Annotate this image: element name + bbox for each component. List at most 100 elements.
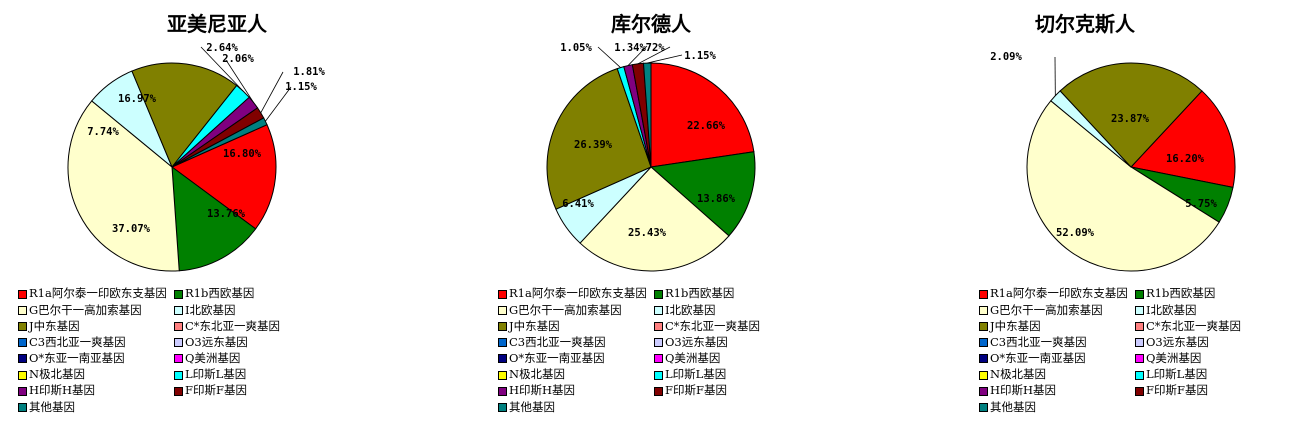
legend-label: Q美洲基因 <box>1146 351 1202 366</box>
legend-swatch <box>1135 354 1144 364</box>
pie-svg: 22.66% 13.86% 25.43% 6.41% 26.39% 1.05% 1.34%.… <box>546 42 756 272</box>
chart-title: 切尔克斯人 <box>1035 12 1135 36</box>
legend-label: R1a阿尔泰一印欧东支基因 <box>990 286 1128 301</box>
legend-swatch <box>18 370 27 380</box>
legend-swatch <box>498 321 507 331</box>
legend-item: Q美洲基因 <box>654 351 794 367</box>
pie-slice <box>67 100 180 272</box>
legend-label: H印斯H基因 <box>990 383 1057 398</box>
legend-swatch <box>498 386 507 396</box>
data-label: 7.74% <box>87 126 119 138</box>
legend-item: C*东北亚一爽基因 <box>1135 318 1275 334</box>
legend-swatch <box>979 321 988 331</box>
data-label: 1.15% <box>285 81 317 93</box>
legend-item: I北欧基因 <box>174 302 314 318</box>
legend-label: C3西北亚一爽基因 <box>509 334 606 349</box>
legend-item: O3远东基因 <box>654 335 794 351</box>
legend-swatch <box>654 386 663 396</box>
legend-swatch <box>654 354 663 364</box>
legend-item: 其他基因 <box>979 399 1135 415</box>
legend-swatch <box>18 354 27 364</box>
legend-item: 其他基因 <box>18 399 174 415</box>
legend-label: J中东基因 <box>509 318 560 333</box>
legend-label: O3远东基因 <box>1146 334 1209 349</box>
legend-item: J中东基因 <box>498 318 654 334</box>
data-label: 16.80% <box>223 148 262 160</box>
legend-label: H印斯H基因 <box>509 383 576 398</box>
legend-item: L印斯L基因 <box>174 367 314 383</box>
legend-swatch <box>1135 289 1144 299</box>
chart-title: 亚美尼亚人 <box>167 12 267 36</box>
legend-swatch <box>174 354 183 364</box>
legend-item: H印斯H基因 <box>979 383 1135 399</box>
legend-label: I北欧基因 <box>665 302 716 317</box>
leader-line <box>265 86 292 122</box>
legend-item: Q美洲基因 <box>1135 351 1275 367</box>
legend-label: O*东亚一南亚基因 <box>29 351 125 366</box>
legend-label: C3西北亚一爽基因 <box>29 334 126 349</box>
legend-item: O*东亚一南亚基因 <box>498 351 654 367</box>
legend-item: H印斯H基因 <box>498 383 654 399</box>
legend-label: J中东基因 <box>29 318 80 333</box>
legend-swatch <box>174 338 183 348</box>
legend-swatch <box>498 402 507 412</box>
legend-label: R1b西欧基因 <box>185 286 255 301</box>
legend-label: Q美洲基因 <box>185 351 241 366</box>
data-label: 26.39% <box>574 139 613 151</box>
legend-swatch <box>18 305 27 315</box>
data-label: 22.66% <box>687 120 726 132</box>
leader-line <box>647 54 683 64</box>
legend-label: O*东亚一南亚基因 <box>509 351 605 366</box>
legend-item: 其他基因 <box>498 399 654 415</box>
legend-item: H印斯H基因 <box>18 383 174 399</box>
legend-item: C3西北亚一爽基因 <box>979 335 1135 351</box>
legend-swatch <box>1135 370 1144 380</box>
legend-item: L印斯L基因 <box>1135 367 1275 383</box>
legend-item: G巴尔干一高加索基因 <box>979 302 1135 318</box>
legend-label: L印斯L基因 <box>1146 367 1208 382</box>
legend: R1a阿尔泰一印欧东支基因 R1b西欧基因 G巴尔干一高加索基因 I北欧基因 J中东基因… <box>498 286 798 416</box>
legend-item: O*东亚一南亚基因 <box>18 351 174 367</box>
legend-swatch <box>1135 386 1144 396</box>
legend-label: N极北基因 <box>29 367 86 382</box>
pie-svg: 16.20% 5.75% 52.09% 2.09% 23.87% <box>990 51 1236 272</box>
legend-swatch <box>18 386 27 396</box>
legend-swatch <box>174 321 183 331</box>
legend-swatch <box>979 402 988 412</box>
legend-swatch <box>498 289 507 299</box>
data-label: .72% <box>639 42 665 54</box>
legend-item: N极北基因 <box>498 367 654 383</box>
legend-item: R1a阿尔泰一印欧东支基因 <box>498 286 654 302</box>
pie-slice <box>1026 100 1220 272</box>
legend-item: F印斯F基因 <box>1135 383 1275 399</box>
data-label: 23.87% <box>1111 113 1150 125</box>
legend-swatch <box>1135 338 1144 348</box>
legend-swatch <box>174 386 183 396</box>
pie-chart-armenians: 亚美尼亚人 16.80% 13.76% 37.07% 7.74% 16.97% 2.64%… <box>0 0 434 427</box>
pie-slice <box>171 124 277 230</box>
legend-item: J中东基因 <box>18 318 174 334</box>
leader-line <box>627 45 648 66</box>
legend-label: N极北基因 <box>990 367 1047 382</box>
data-label: 16.20% <box>1166 153 1205 165</box>
leader-line <box>637 46 671 65</box>
legend-label: R1b西欧基因 <box>1146 286 1216 301</box>
data-label: 1.15% <box>684 50 716 62</box>
data-label: 5.75% <box>1185 198 1217 210</box>
legend-swatch <box>979 305 988 315</box>
legend: R1a阿尔泰一印欧东支基因 R1b西欧基因 G巴尔干一高加索基因 I北欧基因 J中东基因… <box>18 286 318 416</box>
legend-swatch <box>654 289 663 299</box>
legend-label: C*东北亚一爽基因 <box>1146 318 1242 333</box>
legend-swatch <box>654 321 663 331</box>
data-label: 1.05% <box>560 42 592 54</box>
legend-label: F印斯F基因 <box>665 383 727 398</box>
pie-svg: 16.80% 13.76% 37.07% 7.74% 16.97% 2.64%2.06% 1… <box>67 42 325 272</box>
legend-label: O3远东基因 <box>185 334 248 349</box>
legend-label: R1a阿尔泰一印欧东支基因 <box>509 286 647 301</box>
legend-label: G巴尔干一高加索基因 <box>29 302 142 317</box>
legend-swatch <box>174 370 183 380</box>
legend-item: F印斯F基因 <box>654 383 794 399</box>
data-label: 1.81% <box>293 66 325 78</box>
legend-swatch <box>979 370 988 380</box>
pie-slice <box>579 166 730 272</box>
